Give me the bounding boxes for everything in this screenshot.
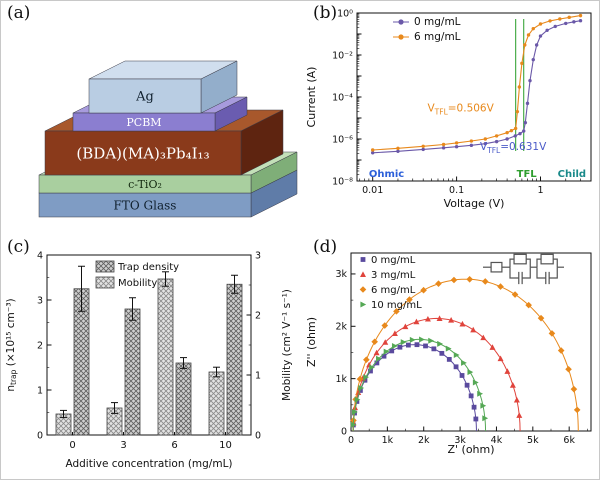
- svg-text:1k: 1k: [382, 435, 394, 446]
- svg-text:10: 10: [219, 440, 232, 451]
- svg-text:0: 0: [37, 430, 43, 441]
- stack-layer-label: (BDA)(MA)₃Pb₄I₁₃: [76, 144, 209, 162]
- bar: [175, 362, 192, 436]
- panel-label-a: (a): [7, 3, 31, 23]
- panel-b-iv-sclc-plot: 0.01 0.1 1 10⁰ 10⁻² 10⁻⁴ 10⁻⁶ 10⁻⁸ 0 mg/mL 6 mg/m…: [301, 1, 599, 241]
- svg-text:2k: 2k: [335, 322, 347, 333]
- svg-text:10 mg/mL: 10 mg/mL: [371, 300, 422, 311]
- x-axis-label: Voltage (V): [444, 197, 505, 210]
- bar: [208, 371, 225, 436]
- iv-axes: 0.01 0.1 1 10⁰ 10⁻² 10⁻⁴ 10⁻⁶ 10⁻⁸: [332, 8, 592, 196]
- region-label: Ohmic: [369, 169, 404, 180]
- trap-mobility-bar-chart: 0 1 2 3 4 0 1 2 3 0 3 6 10 Trap density Mobility Additi…: [5, 250, 293, 470]
- x-axis-label: Z' (ohm): [447, 443, 494, 456]
- nyquist-series: [350, 315, 523, 432]
- panel-c-bar-chart: 0 1 2 3 4 0 1 2 3 0 3 6 10 Trap density Mobility Additi…: [1, 241, 301, 479]
- svg-text:1: 1: [37, 385, 43, 396]
- panel-a-device-schematic: FTO Glass c-TiO₂ (BDA)(MA)₃Pb₄I₁₃ PCBM Ag: [1, 1, 301, 241]
- y-axis-label: Current (A): [305, 67, 318, 128]
- nyquist-series: [350, 336, 489, 431]
- svg-text:0.01: 0.01: [362, 185, 383, 196]
- nyquist-series: [350, 342, 479, 432]
- region-label: Child: [558, 169, 586, 180]
- svg-text:3: 3: [255, 250, 261, 261]
- svg-text:4k: 4k: [491, 435, 503, 446]
- svg-text:3k: 3k: [454, 435, 466, 446]
- iv-sclc-chart: 0.01 0.1 1 10⁰ 10⁻² 10⁻⁴ 10⁻⁶ 10⁻⁸ 0 mg/mL 6 mg/m…: [305, 8, 592, 210]
- stack-layer: Ag: [88, 60, 238, 114]
- svg-text:3: 3: [37, 295, 43, 306]
- svg-text:10⁻⁴: 10⁻⁴: [332, 92, 353, 103]
- svg-text:6 mg/mL: 6 mg/mL: [371, 285, 416, 296]
- bar: [124, 308, 141, 436]
- svg-text:2: 2: [37, 340, 43, 351]
- left-y-axis-label: ntrap (×10¹⁵ cm⁻³): [5, 298, 18, 391]
- svg-text:3k: 3k: [335, 269, 347, 280]
- bar-legend: Trap density Mobility: [95, 260, 179, 289]
- svg-text:5k: 5k: [527, 435, 539, 446]
- iv-legend: 0 mg/mL 6 mg/mL: [393, 16, 461, 43]
- panel-label-d: (d): [313, 237, 338, 257]
- panel-label-c: (c): [7, 237, 30, 257]
- stack-layer-label: Ag: [135, 90, 154, 105]
- svg-text:6: 6: [171, 440, 177, 451]
- y-axis-label: Z'' (ohm): [305, 317, 318, 367]
- vtfl-annotation: VTFL=0.631V: [480, 141, 547, 155]
- bar: [157, 278, 174, 436]
- svg-text:3: 3: [120, 440, 126, 451]
- vtfl-annotation: VTFL=0.506V: [427, 103, 494, 117]
- panel-d-nyquist-plot: 0 1k 2k 3k 4k 5k 6k 0 1k 2k 3k 0 mg/mL 3 mg/mL 6 mg/m…: [301, 241, 599, 479]
- right-y-axis-label: Mobility (cm² V⁻¹ s⁻¹): [281, 289, 293, 401]
- svg-text:2: 2: [255, 310, 261, 321]
- panel-label-b: (b): [313, 3, 338, 23]
- bar: [226, 283, 243, 436]
- nyquist-chart: 0 1k 2k 3k 4k 5k 6k 0 1k 2k 3k 0 mg/mL 3 mg/mL 6 mg/m…: [305, 252, 592, 456]
- svg-text:0: 0: [69, 440, 75, 451]
- svg-text:10⁻⁸: 10⁻⁸: [332, 176, 353, 187]
- svg-text:0: 0: [341, 426, 347, 437]
- stack-layer-label: PCBM: [126, 116, 161, 129]
- iv-series: [370, 18, 583, 155]
- svg-text:0: 0: [255, 430, 261, 441]
- svg-text:1k: 1k: [335, 374, 347, 385]
- svg-text:0.1: 0.1: [449, 185, 464, 196]
- svg-text:1: 1: [537, 185, 543, 196]
- svg-text:0: 0: [348, 435, 354, 446]
- svg-text:10⁰: 10⁰: [337, 8, 353, 19]
- svg-text:1: 1: [255, 370, 261, 381]
- svg-text:Mobility: Mobility: [118, 278, 157, 289]
- svg-text:2k: 2k: [418, 435, 430, 446]
- stack-layer-label: c-TiO₂: [128, 178, 162, 191]
- svg-text:Trap density: Trap density: [117, 262, 179, 273]
- svg-text:6k: 6k: [563, 435, 575, 446]
- svg-text:10⁻⁶: 10⁻⁶: [332, 134, 353, 145]
- svg-text:3 mg/mL: 3 mg/mL: [371, 270, 416, 281]
- nyquist-axes: 0 1k 2k 3k 4k 5k 6k 0 1k 2k 3k: [335, 252, 592, 446]
- equivalent-circuit-inset: [483, 253, 565, 285]
- stack-layer-label: FTO Glass: [114, 198, 177, 212]
- bar-axes: 0 1 2 3 4 0 1 2 3 0 3 6 10: [37, 250, 261, 451]
- svg-text:6 mg/mL: 6 mg/mL: [414, 31, 461, 43]
- device-stack-diagram: FTO Glass c-TiO₂ (BDA)(MA)₃Pb₄I₁₃ PCBM Ag: [38, 60, 298, 218]
- region-label: TFL: [517, 169, 538, 180]
- nyquist-legend: 0 mg/mL 3 mg/mL 6 mg/mL 10 mg/mL: [359, 255, 422, 311]
- svg-text:0 mg/mL: 0 mg/mL: [371, 255, 416, 266]
- iv-series: [370, 13, 583, 152]
- svg-text:10⁻²: 10⁻²: [332, 50, 353, 61]
- svg-text:4: 4: [37, 250, 43, 261]
- x-axis-label: Additive concentration (mg/mL): [65, 458, 232, 470]
- svg-text:0 mg/mL: 0 mg/mL: [414, 16, 461, 28]
